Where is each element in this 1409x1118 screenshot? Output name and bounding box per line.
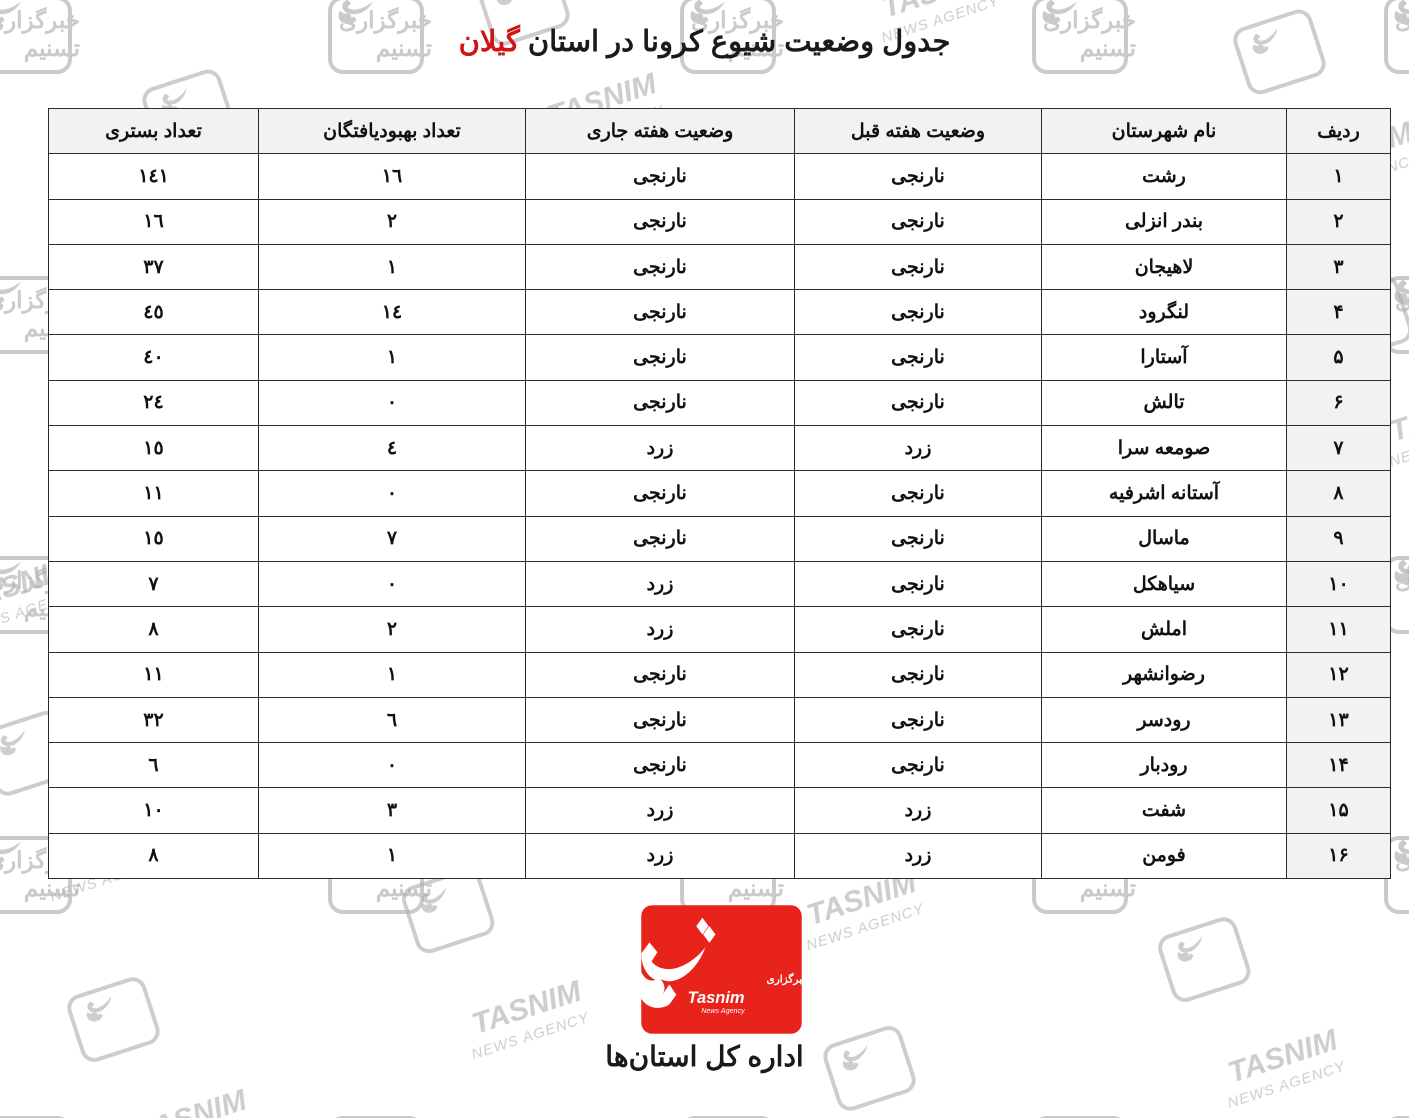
- svg-text:خبرگزاری: خبرگزاری: [767, 973, 804, 986]
- svg-text:News Agency: News Agency: [701, 1007, 745, 1015]
- svg-text:Tasnim: Tasnim: [688, 989, 745, 1007]
